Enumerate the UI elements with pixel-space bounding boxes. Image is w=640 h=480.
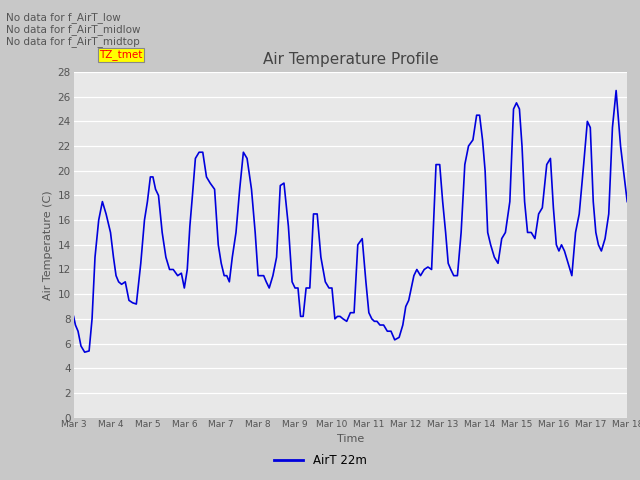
Text: No data for f_AirT_midtop: No data for f_AirT_midtop: [6, 36, 140, 47]
X-axis label: Time: Time: [337, 433, 364, 444]
Legend: AirT 22m: AirT 22m: [269, 449, 371, 472]
Text: TZ_tmet: TZ_tmet: [99, 49, 143, 60]
Y-axis label: Air Temperature (C): Air Temperature (C): [44, 190, 53, 300]
Text: No data for f_AirT_midlow: No data for f_AirT_midlow: [6, 24, 141, 35]
Text: No data for f_AirT_low: No data for f_AirT_low: [6, 12, 121, 23]
Title: Air Temperature Profile: Air Temperature Profile: [262, 52, 438, 67]
